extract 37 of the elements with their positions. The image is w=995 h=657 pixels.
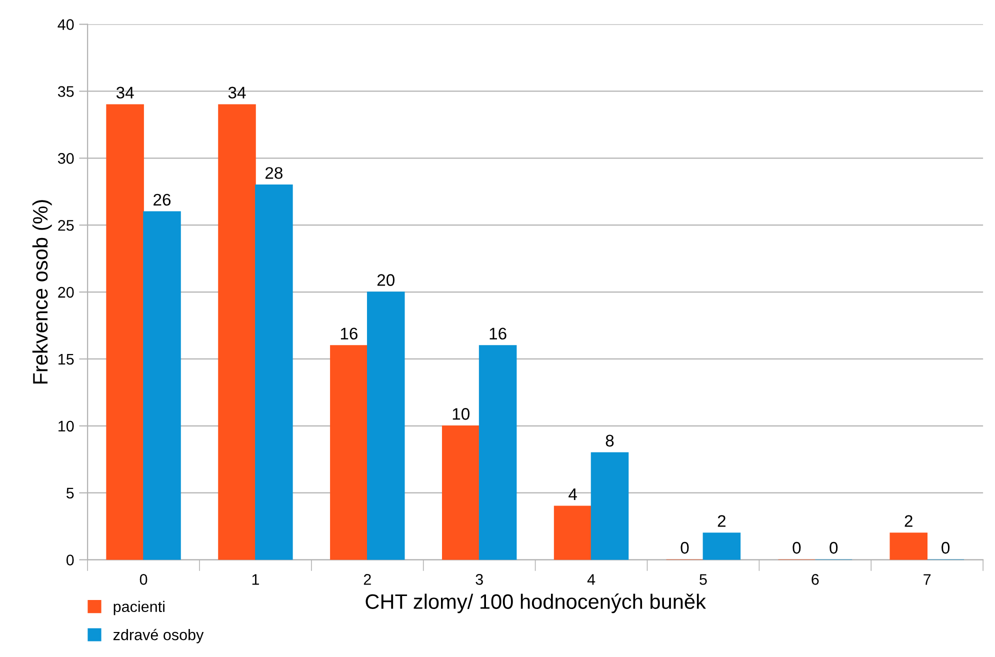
data-label: 0 bbox=[680, 542, 689, 554]
data-label: 10 bbox=[452, 408, 470, 420]
y-tick-label: 0 bbox=[66, 554, 74, 566]
x-axis-title: CHT zlomy/ 100 hodnocených buněk bbox=[366, 593, 706, 614]
data-label: 0 bbox=[830, 542, 838, 554]
data-label: 2 bbox=[718, 515, 726, 527]
data-label: 0 bbox=[792, 542, 801, 554]
data-label: 8 bbox=[606, 434, 614, 447]
x-tick-label: 6 bbox=[812, 574, 819, 585]
data-label: 0 bbox=[942, 542, 950, 554]
data-label: 4 bbox=[568, 488, 577, 500]
y-tick-label: 35 bbox=[58, 86, 74, 97]
y-tick-label: 40 bbox=[58, 19, 74, 30]
y-tick-label: 15 bbox=[58, 354, 74, 365]
x-tick-label: 1 bbox=[252, 574, 259, 585]
legend-label: zdravé osoby bbox=[113, 628, 204, 644]
data-label: 34 bbox=[116, 86, 134, 99]
data-label: 34 bbox=[228, 86, 246, 99]
x-tick-label: 0 bbox=[140, 574, 148, 585]
y-tick-label: 25 bbox=[58, 220, 74, 231]
y-tick-label: 30 bbox=[58, 153, 74, 164]
x-tick-label: 3 bbox=[476, 574, 483, 585]
y-tick-label: 10 bbox=[58, 420, 74, 432]
y-axis-title: Frekvence osob (%) bbox=[32, 200, 52, 384]
x-tick-label: 2 bbox=[364, 574, 371, 585]
x-tick-label: 4 bbox=[587, 574, 596, 585]
data-label: 16 bbox=[340, 328, 358, 340]
x-tick-label: 5 bbox=[700, 574, 707, 585]
data-label: 2 bbox=[904, 515, 912, 527]
data-label: 20 bbox=[377, 274, 394, 286]
legend-label: pacienti bbox=[114, 600, 164, 616]
x-tick-label: 7 bbox=[924, 574, 931, 585]
data-label: 26 bbox=[154, 194, 171, 206]
data-label: 28 bbox=[266, 167, 282, 179]
y-tick-label: 5 bbox=[66, 488, 74, 499]
data-label: 16 bbox=[490, 328, 506, 340]
y-tick-label: 20 bbox=[58, 286, 74, 298]
